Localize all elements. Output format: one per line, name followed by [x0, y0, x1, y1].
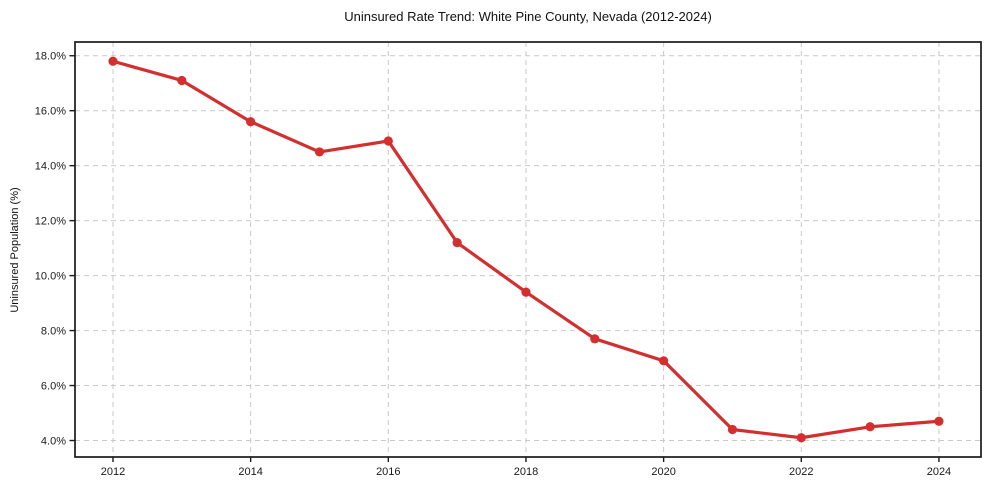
- x-tick-label: 2016: [376, 466, 400, 478]
- data-point-2015: [314, 147, 325, 157]
- y-tick-label: 4.0%: [41, 436, 66, 448]
- y-tick-label: 18.0%: [35, 51, 66, 63]
- data-point-2020: [659, 356, 669, 366]
- data-point-2019: [590, 334, 600, 344]
- x-tick-label: 2024: [927, 466, 951, 478]
- x-tick-label: 2020: [651, 466, 675, 478]
- data-point-2013: [177, 75, 187, 86]
- y-tick-label: 16.0%: [35, 106, 66, 118]
- data-point-2018: [521, 287, 531, 297]
- x-tick-label: 2022: [789, 466, 813, 478]
- y-tick-label: 14.0%: [35, 161, 66, 173]
- x-tick-label: 2014: [238, 466, 262, 478]
- data-point-2024: [934, 416, 944, 426]
- y-tick-label: 6.0%: [41, 381, 66, 393]
- data-point-2014: [246, 117, 256, 127]
- y-tick-label: 12.0%: [35, 216, 66, 228]
- y-tick-label: 8.0%: [41, 326, 66, 338]
- x-tick-label: 2012: [101, 466, 125, 478]
- data-point-2023: [865, 422, 875, 432]
- x-tick-label: 2018: [514, 466, 538, 478]
- plot-frame: [74, 41, 982, 458]
- y-tick-label: 10.0%: [35, 271, 66, 283]
- data-point-2016: [383, 136, 393, 146]
- chart-title: Uninsured Rate Trend: White Pine County,…: [344, 9, 712, 24]
- data-point-2022: [796, 433, 806, 443]
- data-point-2017: [452, 238, 462, 248]
- data-point-2021: [727, 424, 738, 435]
- y-axis-label: Uninsured Population (%): [9, 187, 21, 313]
- data-point-2012: [108, 56, 118, 66]
